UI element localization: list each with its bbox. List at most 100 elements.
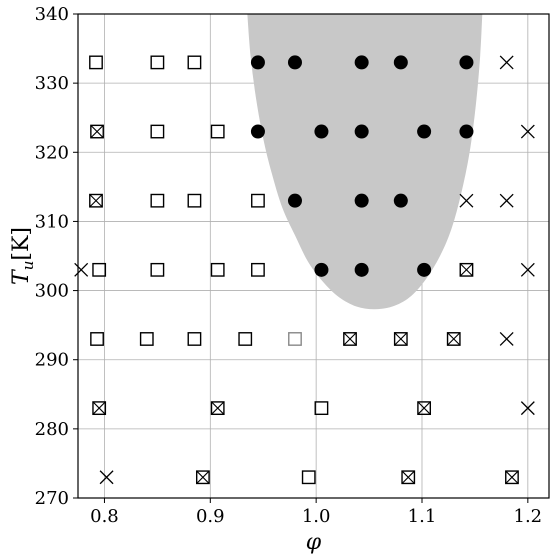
- marker-x: [99, 470, 114, 485]
- marker-crossed-square-line: [401, 470, 415, 484]
- marker-square: [150, 55, 165, 70]
- marker-x: [459, 193, 474, 208]
- marker-crossed-square: [446, 332, 461, 346]
- marker-crossed-square-line: [394, 332, 408, 346]
- marker-x-stroke: [499, 332, 514, 346]
- marker-x: [499, 332, 514, 346]
- marker-square: [92, 262, 107, 277]
- x-tick-label: 1.2: [514, 506, 543, 527]
- marker-crossed-square-box: [90, 124, 104, 139]
- marker-square: [90, 332, 104, 346]
- marker-crossed-square-line: [447, 332, 461, 346]
- marker-square: [89, 55, 103, 70]
- marker-crossed-square-line: [459, 263, 474, 277]
- marker-filled-circle: [354, 124, 369, 139]
- marker-crossed-square: [89, 193, 103, 208]
- marker-crossed-square: [505, 470, 519, 485]
- marker-filled-circle: [459, 55, 474, 70]
- y-axis-ticks: 270 280 290 300 310 320 330 340: [35, 4, 78, 509]
- marker-square: [150, 124, 165, 139]
- marker-square: [210, 124, 225, 139]
- marker-square-light: [288, 332, 302, 346]
- marker-filled-circle: [314, 262, 329, 277]
- y-axis-label-unit: [K]: [9, 227, 34, 261]
- marker-filled-circle: [354, 262, 369, 277]
- marker-crossed-square-line: [211, 401, 225, 415]
- marker-x-stroke: [74, 262, 89, 277]
- marker-crossed-square-line: [505, 470, 519, 484]
- marker-crossed-square-box: [505, 470, 519, 485]
- y-axis-label: Tu[K]: [9, 227, 37, 285]
- marker-crossed-square: [195, 470, 210, 485]
- marker-filled-circle: [417, 124, 432, 139]
- marker-filled-circle: [354, 55, 369, 70]
- marker-crossed-square: [92, 401, 107, 416]
- marker-square: [139, 332, 154, 346]
- y-tick-label: 300: [35, 281, 69, 302]
- y-tick-label: 340: [35, 4, 69, 25]
- marker-crossed-square: [210, 401, 225, 416]
- y-axis-label-subscript: u: [19, 261, 37, 271]
- marker-filled-circle: [250, 55, 265, 70]
- y-tick-label: 310: [35, 211, 69, 232]
- marker-filled-circle: [287, 55, 302, 70]
- shaded-region: [247, 14, 483, 310]
- marker-filled-circle: [417, 262, 432, 277]
- x-tick-label: 1.1: [408, 506, 437, 527]
- marker-x-stroke: [520, 262, 535, 277]
- marker-crossed-square-line: [90, 124, 104, 139]
- marker-filled-circle: [459, 124, 474, 139]
- marker-square: [238, 332, 253, 346]
- marker-crossed-square-line: [196, 470, 210, 484]
- data-markers: [74, 55, 535, 485]
- marker-square: [210, 262, 225, 277]
- marker-x: [499, 55, 514, 70]
- marker-crossed-square-line: [92, 401, 106, 415]
- marker-crossed-square-box: [459, 262, 474, 277]
- marker-crossed-square-box: [210, 401, 225, 416]
- marker-square: [314, 401, 329, 416]
- marker-crossed-square-box: [401, 470, 416, 485]
- marker-square: [301, 470, 316, 485]
- marker-x-stroke: [99, 470, 114, 485]
- flammability-region: [247, 14, 483, 310]
- marker-square: [150, 262, 165, 277]
- marker-x-stroke: [499, 193, 514, 208]
- marker-crossed-square-line: [343, 332, 357, 346]
- marker-crossed-square-box: [195, 470, 210, 485]
- marker-x-stroke: [499, 55, 514, 70]
- marker-filled-circle: [314, 124, 329, 139]
- marker-crossed-square-box: [446, 332, 461, 346]
- marker-x: [520, 262, 535, 277]
- y-axis-label-symbol: T: [9, 268, 34, 285]
- x-axis-ticks: 0.8 0.9 1.0 1.1 1.2: [90, 498, 542, 527]
- marker-crossed-square: [401, 470, 416, 485]
- marker-filled-circle: [393, 193, 408, 208]
- y-tick-label: 280: [35, 419, 69, 440]
- marker-crossed-square-line: [89, 194, 103, 208]
- marker-x-stroke: [520, 124, 535, 139]
- marker-crossed-square: [343, 332, 357, 346]
- x-axis-label: φ: [306, 530, 322, 555]
- marker-x: [74, 262, 89, 277]
- marker-square: [187, 332, 202, 346]
- marker-crossed-square: [90, 124, 104, 139]
- y-tick-label: 290: [35, 350, 69, 371]
- x-tick-label: 1.0: [302, 506, 331, 527]
- y-tick-label: 270: [35, 488, 69, 509]
- marker-x-stroke: [520, 401, 535, 416]
- marker-crossed-square-line: [417, 401, 431, 415]
- x-tick-label: 0.8: [90, 506, 119, 527]
- marker-crossed-square-box: [89, 193, 103, 208]
- marker-square: [150, 193, 165, 208]
- marker-x: [520, 124, 535, 139]
- plot-frame: [77, 13, 550, 499]
- y-tick-label: 320: [35, 142, 69, 163]
- marker-crossed-square-box: [343, 332, 357, 346]
- marker-filled-circle: [354, 193, 369, 208]
- marker-square: [187, 193, 202, 208]
- marker-filled-circle: [250, 124, 265, 139]
- y-tick-label: 330: [35, 73, 69, 94]
- x-tick-label: 0.9: [196, 506, 225, 527]
